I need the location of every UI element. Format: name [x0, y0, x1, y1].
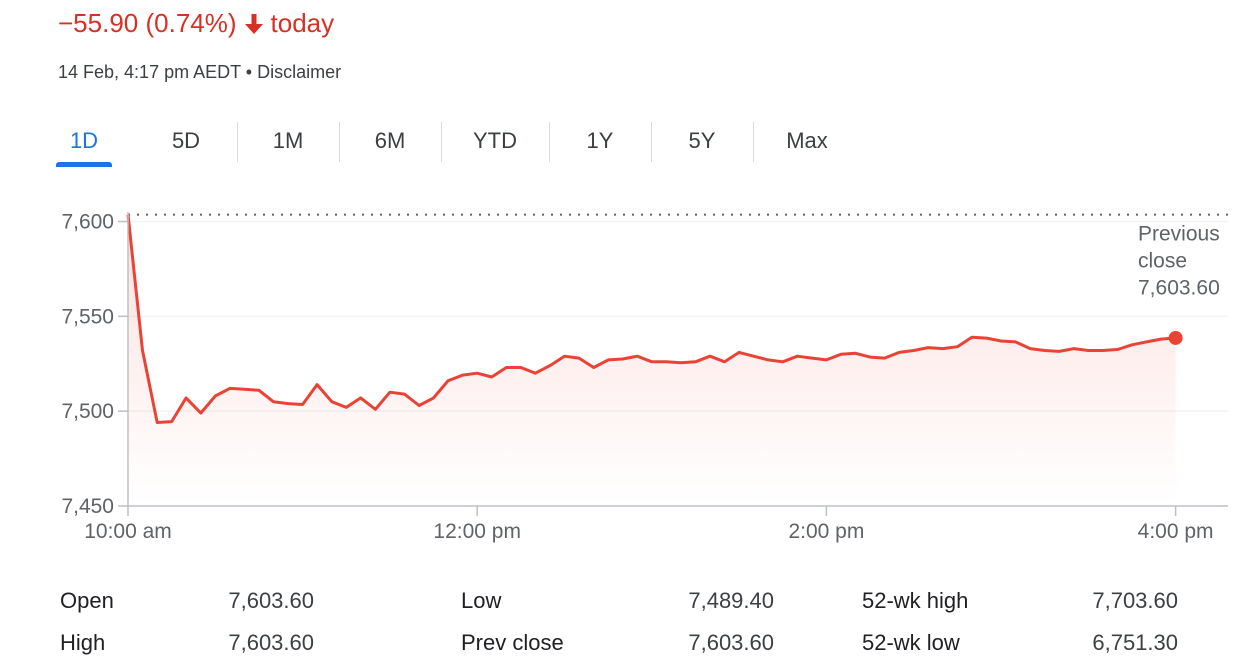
- price-area-fill: [128, 214, 1176, 506]
- y-axis-ticks: 7,450 7,500 7,550 7,600: [61, 210, 128, 518]
- stat-label-prev-close: Prev close: [461, 630, 564, 655]
- tab-1y[interactable]: 1Y: [586, 128, 614, 153]
- tab-divider: [549, 122, 550, 162]
- x-tick-label: 2:00 pm: [788, 520, 864, 543]
- range-tabs: 1D 5D 1M 6M YTD 1Y 5Y Max: [56, 118, 856, 168]
- change-period: today: [270, 8, 335, 38]
- tab-divider: [237, 122, 238, 162]
- y-tick-label: 7,550: [61, 305, 114, 328]
- tab-5d[interactable]: 5D: [171, 128, 201, 153]
- x-tick-label: 10:00 am: [84, 520, 172, 543]
- x-axis-ticks: 10:00 am 12:00 pm 2:00 pm 4:00 pm: [84, 506, 1214, 543]
- y-tick-label: 7,450: [61, 495, 114, 518]
- tab-5y[interactable]: 5Y: [688, 128, 716, 153]
- stat-value-prev-close: 7,603.60: [688, 630, 774, 655]
- tab-1m[interactable]: 1M: [272, 128, 304, 153]
- stat-label-high: High: [60, 630, 106, 655]
- stat-label-52wk-low: 52-wk low: [862, 630, 960, 655]
- arrow-down-icon: [244, 13, 263, 34]
- active-tab-indicator: [56, 162, 112, 167]
- y-tick-label: 7,500: [61, 400, 114, 423]
- tab-divider: [651, 122, 652, 162]
- stats-table: Open 7,603.60 Low 7,489.40 52-wk high 7,…: [0, 580, 1258, 670]
- tab-divider: [441, 122, 442, 162]
- price-change: −55.90 (0.74%) today: [58, 8, 334, 39]
- tab-max[interactable]: Max: [786, 128, 828, 153]
- tab-divider: [753, 122, 754, 162]
- latest-price-point: [1168, 330, 1183, 345]
- x-tick-label: 12:00 pm: [433, 520, 521, 543]
- tab-divider: [339, 122, 340, 162]
- stat-label-52wk-high: 52-wk high: [862, 588, 969, 613]
- y-tick-label: 7,600: [61, 210, 114, 233]
- price-line: [126, 214, 1176, 424]
- tab-ytd[interactable]: YTD: [473, 128, 517, 153]
- timestamp-disclaimer: 14 Feb, 4:17 pm AEDT • Disclaimer: [58, 62, 342, 82]
- stat-value-52wk-low: 6,751.30: [1092, 630, 1178, 655]
- stat-value-52wk-high: 7,703.60: [1092, 588, 1178, 613]
- tab-6m[interactable]: 6M: [374, 128, 406, 153]
- stat-value-low: 7,489.40: [688, 588, 774, 613]
- stat-value-open: 7,603.60: [228, 588, 314, 613]
- stat-label-open: Open: [60, 588, 114, 613]
- stat-label-low: Low: [461, 588, 502, 613]
- stat-value-high: 7,603.60: [228, 630, 314, 655]
- intraday-price-chart[interactable]: 7,450 7,500 7,550 7,600 10:00 am 12:00 pm 2:0…: [0, 190, 1258, 550]
- x-tick-label: 4:00 pm: [1138, 520, 1214, 543]
- tab-1d[interactable]: 1D: [69, 128, 99, 153]
- change-value: −55.90 (0.74%): [58, 8, 237, 38]
- previous-close-label: Previous close 7,603.60: [1138, 223, 1220, 300]
